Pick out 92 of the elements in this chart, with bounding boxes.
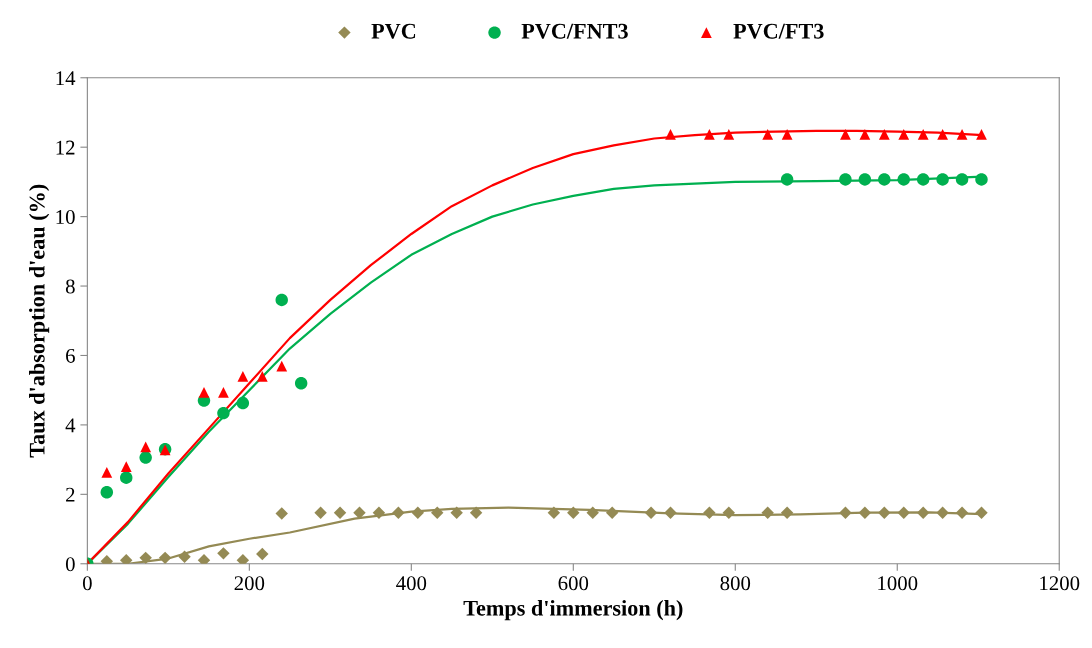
point [275, 507, 288, 520]
y-tick-label: 2 [66, 487, 75, 502]
point [431, 506, 444, 519]
point [237, 370, 249, 382]
point [703, 128, 715, 140]
point [762, 128, 774, 140]
x-axis-title: Temps d'immersion (h) [463, 600, 683, 621]
point [256, 547, 269, 561]
point [294, 377, 308, 390]
point [898, 128, 910, 140]
y-tick-label: 8 [65, 279, 75, 294]
point [140, 441, 152, 453]
y-axis-title: Taux d'absorption d'eau (%) [29, 184, 50, 458]
point [839, 506, 852, 519]
point [956, 128, 968, 140]
point [723, 128, 735, 140]
x-tick-label: 800 [720, 576, 751, 591]
legend-label: PVC/FT3 [733, 23, 824, 39]
point [120, 471, 133, 484]
point [158, 551, 172, 564]
point [411, 506, 425, 519]
point [101, 467, 113, 478]
point [859, 128, 871, 140]
x-tick-label: 600 [558, 576, 589, 591]
y-tick-label: 6 [66, 348, 75, 363]
point [955, 173, 969, 186]
point [975, 506, 988, 519]
y-tick-label: 4 [65, 418, 76, 433]
y-tick-label: 10 [56, 209, 75, 225]
point [333, 506, 347, 519]
point [664, 506, 677, 519]
point [878, 506, 891, 519]
point [120, 554, 133, 564]
point [703, 506, 716, 519]
point [567, 506, 580, 519]
point [665, 128, 676, 140]
point [217, 406, 230, 420]
point [197, 554, 211, 564]
legend-label: PVC [371, 23, 416, 39]
point [120, 461, 132, 472]
x-tick-label: 400 [396, 576, 427, 591]
point [276, 360, 288, 372]
x-tick-label: 0 [82, 576, 92, 591]
point [839, 173, 852, 186]
point [218, 386, 229, 398]
point [100, 486, 114, 499]
point [917, 128, 929, 140]
point [236, 554, 250, 564]
point [936, 506, 949, 519]
point [392, 506, 405, 519]
point [469, 506, 483, 519]
legend-label: PVC/FNT3 [521, 23, 628, 39]
point [840, 128, 851, 140]
point [955, 506, 969, 519]
point [937, 128, 948, 140]
point [217, 547, 230, 560]
point [780, 173, 794, 186]
point [198, 386, 210, 398]
point [236, 396, 250, 410]
point [547, 506, 561, 519]
point [586, 506, 599, 519]
y-tick-label: 14 [56, 71, 76, 85]
y-tick-label: 0 [65, 557, 75, 572]
point [878, 173, 891, 186]
x-tick-label: 1200 [1040, 576, 1080, 591]
x-tick-label: 200 [234, 576, 265, 591]
point [178, 550, 191, 564]
point [897, 506, 910, 519]
point [936, 173, 949, 186]
point [781, 128, 793, 140]
point [858, 506, 872, 519]
point [897, 173, 910, 186]
point [139, 451, 152, 464]
point [858, 173, 872, 186]
point [780, 506, 794, 519]
point [644, 506, 658, 519]
y-tick-label: 12 [56, 140, 75, 155]
point [975, 173, 988, 186]
point [916, 173, 930, 186]
point [256, 370, 268, 382]
point [372, 506, 386, 519]
point [916, 506, 930, 519]
point [450, 506, 463, 519]
x-tick-label: 1000 [878, 576, 918, 591]
point [275, 293, 288, 307]
point [976, 128, 987, 140]
point [878, 128, 890, 140]
point [722, 506, 736, 519]
point [139, 551, 152, 564]
point [314, 506, 327, 519]
point [761, 506, 774, 519]
point [605, 506, 619, 519]
